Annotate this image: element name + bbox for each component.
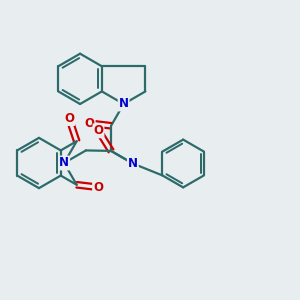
Text: O: O xyxy=(85,117,95,130)
Text: O: O xyxy=(64,112,74,125)
Text: N: N xyxy=(59,157,69,169)
Text: O: O xyxy=(93,181,103,194)
Text: O: O xyxy=(94,124,103,137)
Text: N: N xyxy=(128,157,138,170)
Text: N: N xyxy=(118,98,129,110)
